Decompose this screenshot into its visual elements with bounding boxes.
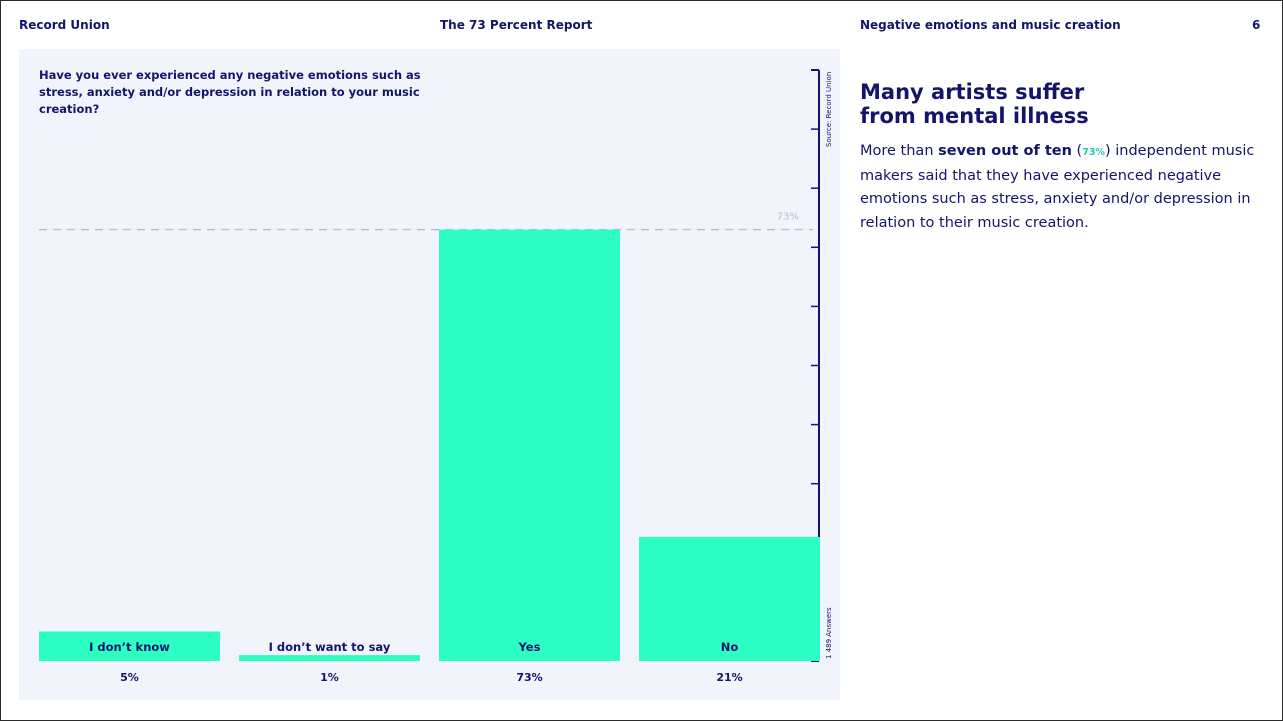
article: Many artists suffer from mental illness …: [860, 80, 1260, 235]
body-bold-text: seven out of ten: [938, 143, 1072, 159]
bar-2: [239, 655, 420, 661]
bar-1: [39, 631, 220, 661]
chart-panel: 73% I don’t know 5% I don’t want to say 1% Ye…: [19, 49, 840, 700]
value-label-1: 5%: [120, 671, 139, 684]
page-number: 6: [1252, 18, 1261, 32]
bar-chart: 73% I don’t know 5% I don’t want to say 1% Ye…: [39, 69, 820, 684]
report-title: The 73 Percent Report: [440, 18, 593, 32]
value-label-4: 21%: [716, 671, 742, 684]
category-label-4: No: [721, 640, 739, 654]
article-heading-line2: from mental illness: [860, 104, 1089, 128]
article-heading-line1: Many artists suffer: [860, 80, 1085, 104]
section-title: Negative emotions and music creation: [860, 18, 1121, 32]
chart-question: Have you ever experienced any negative e…: [39, 68, 421, 116]
category-label-1: I don’t know: [89, 640, 170, 654]
category-label-3: Yes: [518, 640, 541, 654]
highlight-percent: 73%: [1082, 147, 1105, 158]
body-text-start: More than: [860, 143, 939, 159]
source-note: Source: Record Union: [825, 71, 833, 147]
article-body: More than seven out of ten (73%) indepen…: [860, 140, 1260, 235]
answers-note: 1 489 Answers: [825, 607, 833, 659]
bar-3: [439, 229, 620, 661]
article-heading: Many artists suffer from mental illness: [860, 80, 1260, 128]
category-label-2: I don’t want to say: [269, 640, 391, 654]
brand-name: Record Union: [19, 18, 110, 32]
bar-4: [639, 536, 820, 661]
value-label-2: 1%: [320, 671, 339, 684]
value-label-3: 73%: [516, 671, 542, 684]
reference-line-label: 73%: [777, 212, 799, 223]
body-text-end: ) independent music makers said that the…: [860, 143, 1255, 231]
body-open-paren: (: [1071, 143, 1083, 159]
